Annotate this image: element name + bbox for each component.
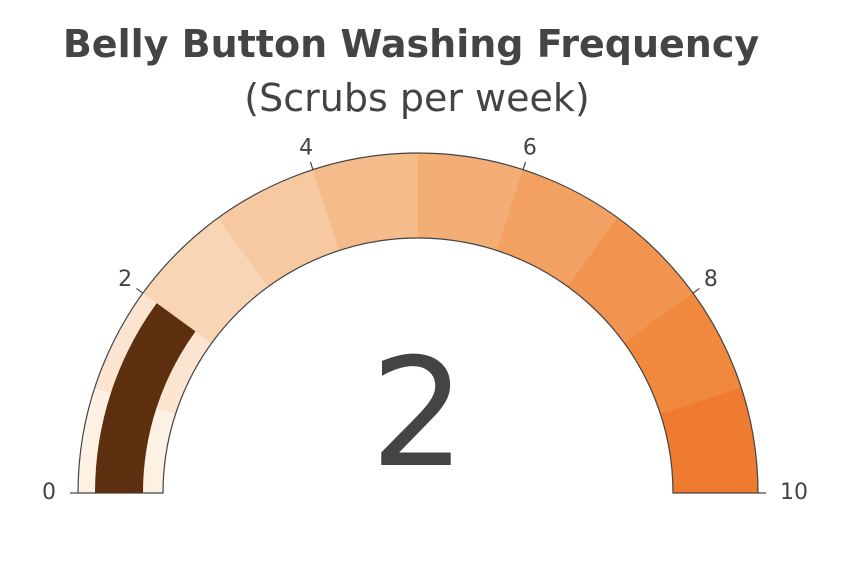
gauge-tick-label-0: 0 — [42, 480, 56, 505]
gauge-tick-label-8: 8 — [704, 267, 718, 292]
gauge-tick-4 — [309, 161, 314, 170]
gauge-tick-6 — [522, 161, 527, 170]
gauge-tick-8 — [692, 287, 700, 294]
chart-subtitle: (Scrubs per week) — [244, 76, 590, 120]
gauge-tick-label-2: 2 — [118, 267, 132, 292]
gauge-tick-label-6: 6 — [523, 136, 537, 161]
chart-title: Belly Button Washing Frequency — [62, 22, 760, 66]
gauge-tick-2 — [136, 287, 144, 294]
gauge-tick-label-4: 4 — [299, 136, 313, 161]
gauge-tick-label-10: 10 — [780, 480, 808, 505]
gauge-value-number: 2 — [370, 327, 465, 501]
gauge-border — [77, 152, 759, 494]
gauge-value-bar — [95, 303, 196, 493]
